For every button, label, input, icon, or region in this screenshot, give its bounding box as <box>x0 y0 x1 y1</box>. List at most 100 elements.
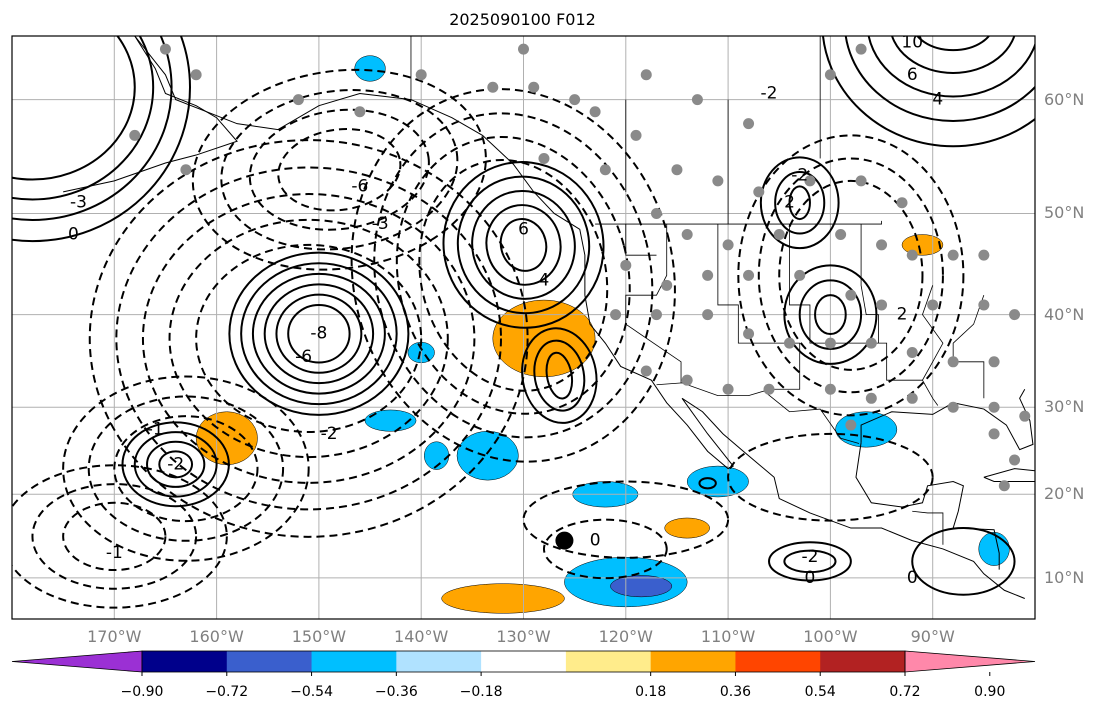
positive-contour <box>146 440 206 488</box>
station-dot <box>906 249 918 261</box>
colorbar-tick-label: 0.54 <box>804 684 836 700</box>
gulf-coastline <box>855 442 1000 570</box>
station-dot <box>589 106 601 118</box>
positive-contour <box>533 339 586 412</box>
longitude-label: 140°W <box>394 627 449 646</box>
colorbar-tick-label: −0.18 <box>459 684 503 700</box>
station-dot <box>722 239 734 251</box>
longitude-label: 130°W <box>496 627 551 646</box>
longitude-label: 100°W <box>803 627 858 646</box>
negative-contour <box>62 501 167 572</box>
positive-contour <box>121 421 230 508</box>
storm-center-dot <box>555 531 574 550</box>
station-dot <box>773 229 785 241</box>
contour-label: 4 <box>932 90 943 110</box>
station-dot <box>129 129 141 141</box>
contour-label: 2 <box>784 193 795 213</box>
station-dot <box>190 69 202 81</box>
shaded-area <box>492 299 596 378</box>
station-dot <box>876 239 888 251</box>
shaded-area <box>664 517 710 539</box>
shaded-area <box>195 411 258 466</box>
station-dot <box>906 347 918 359</box>
positive-contour <box>240 262 398 406</box>
negative-contour <box>88 139 529 538</box>
negative-contour <box>727 432 934 522</box>
station-dot <box>671 164 683 176</box>
positive-contour <box>521 327 598 424</box>
station-dot <box>650 309 662 321</box>
contour-label: 0 <box>907 568 918 588</box>
station-dot <box>640 365 652 377</box>
station-dot <box>865 392 877 404</box>
negative-contour <box>418 158 609 392</box>
station-dot <box>927 299 939 311</box>
positive-contour <box>545 351 574 400</box>
positive-contour <box>251 272 386 395</box>
station-dot <box>783 337 795 349</box>
colorbar-tick-label: 0.18 <box>635 684 667 700</box>
positive-contour <box>263 283 375 385</box>
contour-label: -2 <box>167 454 184 474</box>
shaded-area <box>610 575 673 598</box>
station-dot <box>763 383 775 395</box>
station-dot <box>159 43 171 55</box>
station-dot <box>661 279 673 291</box>
contour-label: 0 <box>68 225 79 245</box>
shaded-area <box>456 430 519 481</box>
colorbar-tick-label: 0.90 <box>974 684 1006 700</box>
station-dot <box>845 289 857 301</box>
latitude-label: 50°N <box>1044 203 1085 223</box>
negative-contour <box>12 464 228 609</box>
colorbar-segment <box>311 651 397 672</box>
longitude-label: 150°W <box>291 627 347 646</box>
station-dot <box>988 428 1000 440</box>
station-dot <box>988 356 1000 368</box>
colorbar-segment <box>396 651 482 672</box>
positive-contour <box>890 36 1016 74</box>
station-dot <box>518 43 529 55</box>
station-dot <box>354 106 366 118</box>
latitude-label: 60°N <box>1044 89 1085 109</box>
station-dot <box>610 309 622 321</box>
station-dot <box>487 81 499 93</box>
station-dot <box>569 94 581 106</box>
contour-label: -6 <box>351 176 368 196</box>
latitude-label: 10°N <box>1044 567 1085 587</box>
negative-contour <box>395 135 631 415</box>
positive-contour <box>12 36 136 181</box>
negative-contour <box>31 483 198 590</box>
station-dot <box>630 129 642 141</box>
contour-label: 0 <box>805 568 816 588</box>
station-dot <box>640 69 652 81</box>
contour-label: -2 <box>321 424 338 444</box>
positive-contour <box>456 175 591 315</box>
station-dot <box>743 269 755 281</box>
positive-contour <box>774 170 826 235</box>
positive-contour <box>12 36 191 243</box>
positive-contour <box>12 36 173 221</box>
station-dot <box>722 383 734 395</box>
political-border <box>717 224 801 390</box>
positive-contour <box>867 36 1035 98</box>
positive-contour <box>287 303 351 364</box>
political-border <box>860 224 879 344</box>
political-border <box>952 295 985 399</box>
station-dot <box>292 94 304 106</box>
contour-label: 6 <box>907 65 918 85</box>
station-dot <box>702 269 714 281</box>
map-title: 2025090100 F012 <box>449 10 596 29</box>
station-dot <box>753 186 765 198</box>
positive-contour <box>442 161 605 329</box>
latitude-label: 30°N <box>1044 397 1085 417</box>
station-dot <box>743 328 755 340</box>
contour-label: 2 <box>897 305 908 325</box>
height-contours <box>12 36 1035 609</box>
negative-contour <box>248 108 430 231</box>
colorbar-segment <box>650 651 736 672</box>
station-dot <box>681 374 693 386</box>
shaded-area <box>354 55 386 82</box>
contour-label: 10 <box>901 33 923 53</box>
positive-contour <box>12 36 155 201</box>
